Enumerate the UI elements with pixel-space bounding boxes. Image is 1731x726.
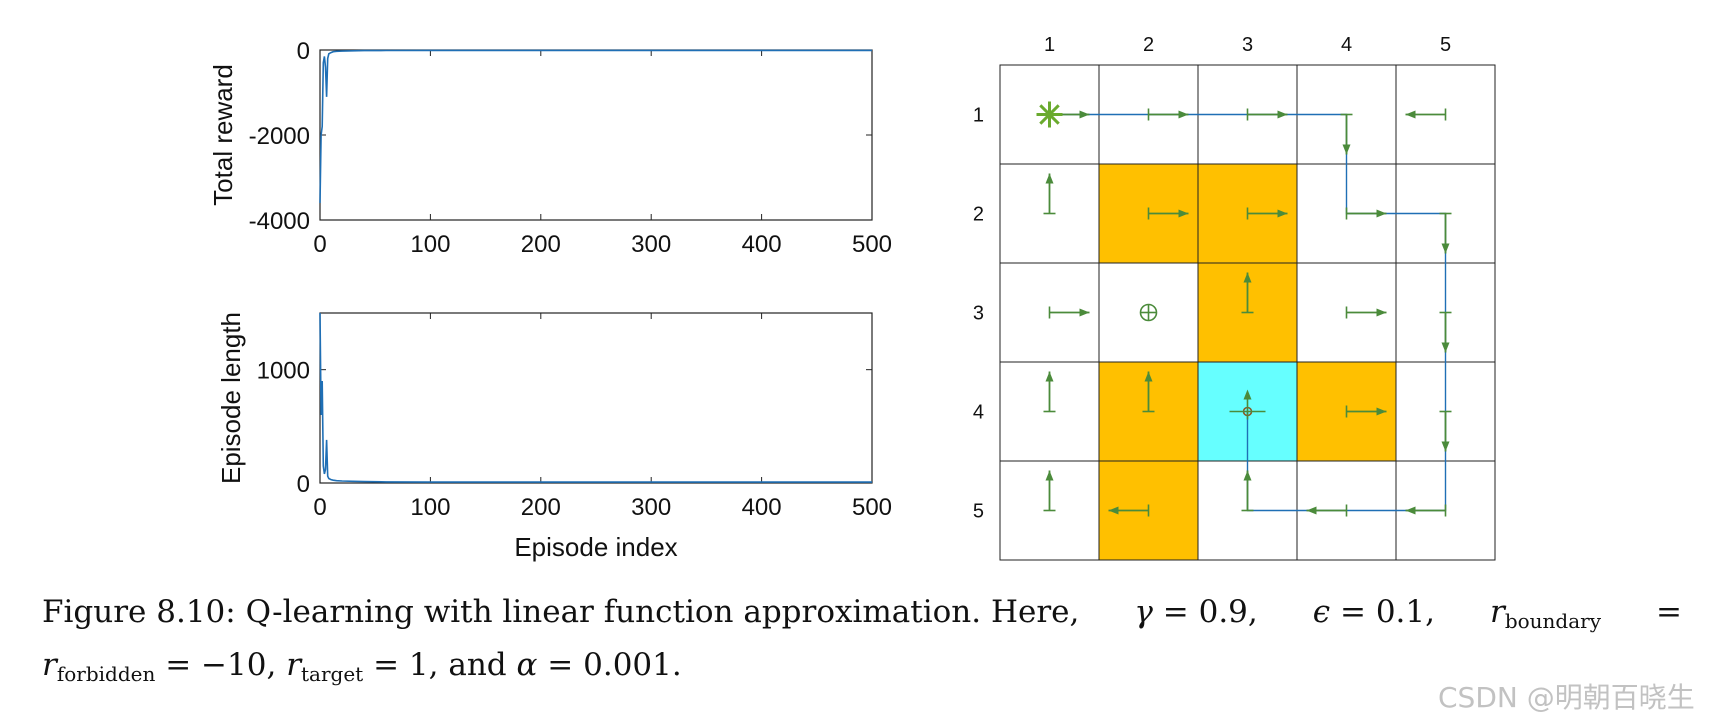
y-axis-label: Episode length bbox=[216, 312, 246, 484]
x-tick-label: 0 bbox=[313, 231, 326, 258]
policy-arrow-up bbox=[1142, 371, 1155, 413]
caption-target-subscript: target bbox=[301, 662, 364, 686]
caption-forbidden-subscript: forbidden bbox=[56, 662, 156, 686]
caption-gamma-value: = 0.9, bbox=[1162, 594, 1258, 630]
y-axis-label: Total reward bbox=[208, 64, 238, 206]
policy-arrow-right bbox=[1147, 207, 1189, 220]
start-marker-icon bbox=[1036, 101, 1063, 128]
policy-arrow-right bbox=[1246, 207, 1288, 220]
grid-column-label: 2 bbox=[1143, 34, 1154, 56]
watermark: CSDN @明朝百晓生 bbox=[1438, 681, 1695, 714]
grid-column-label: 4 bbox=[1341, 34, 1352, 56]
grid-row-label: 2 bbox=[973, 204, 984, 226]
x-tick-label: 100 bbox=[410, 231, 450, 258]
policy-arrow-left bbox=[1108, 504, 1150, 517]
grid-world: 1 2 3 4 5 1 2 3 4 5 bbox=[973, 34, 1496, 561]
policy-arrow-down bbox=[1340, 113, 1353, 155]
caption-gamma-symbol: γ bbox=[1134, 594, 1153, 630]
policy-arrow-right bbox=[1345, 306, 1387, 319]
policy-arrow-down bbox=[1439, 212, 1452, 254]
grid-column-label: 3 bbox=[1242, 34, 1253, 56]
episode-length-chart: 0 1000 0 100 200 300 400 500 Episode length Ep… bbox=[216, 312, 892, 562]
y-tick-label: 0 bbox=[297, 38, 310, 65]
y-tick-label: 0 bbox=[297, 471, 310, 498]
x-tick-label: 400 bbox=[742, 231, 782, 258]
policy-arrow-up bbox=[1043, 371, 1056, 413]
x-tick-label: 100 bbox=[410, 494, 450, 521]
caption-alpha-symbol: α bbox=[516, 647, 538, 683]
policy-arrow-down bbox=[1439, 311, 1452, 353]
policy-arrow-right bbox=[1147, 108, 1189, 121]
policy-arrow-right bbox=[1048, 306, 1090, 319]
caption-forbidden-value: = −10, bbox=[165, 647, 277, 683]
policy-arrow-up bbox=[1241, 272, 1254, 314]
caption-target-value: = 1, and bbox=[373, 647, 507, 683]
grid-row-label: 4 bbox=[973, 402, 984, 424]
x-tick-label: 300 bbox=[631, 494, 671, 521]
policy-arrow-stay bbox=[1229, 389, 1266, 420]
caption-epsilon-value: = 0.1, bbox=[1340, 594, 1435, 630]
series-line bbox=[319, 49, 872, 204]
policy-arrow-up bbox=[1043, 173, 1056, 215]
caption-boundary-subscript: boundary bbox=[1504, 609, 1602, 633]
x-axis-label: Episode index bbox=[514, 532, 677, 562]
caption-r-boundary-symbol: r bbox=[1489, 594, 1505, 630]
total-reward-chart: 0 -2000 -4000 0 100 200 300 400 500 Total rewar… bbox=[208, 38, 892, 258]
caption-prefix: Figure 8.10: Q-learning with linear func… bbox=[42, 594, 1080, 630]
caption-alpha-value: = 0.001. bbox=[547, 647, 682, 683]
x-tick-label: 500 bbox=[852, 494, 892, 521]
grid-column-label: 1 bbox=[1044, 34, 1055, 56]
plot-frame bbox=[319, 49, 873, 221]
grid-row-label: 5 bbox=[973, 501, 984, 523]
y-tick-label: -2000 bbox=[249, 123, 310, 150]
grid-row-label: 1 bbox=[973, 105, 984, 127]
policy-arrow-right bbox=[1345, 405, 1387, 418]
x-tick-label: 0 bbox=[313, 494, 326, 521]
caption-epsilon-symbol: ϵ bbox=[1312, 594, 1331, 630]
policy-arrow-up bbox=[1241, 470, 1254, 512]
figure-canvas: 0-2000-4000 0 100 200 300 400 500 Total rewar… bbox=[208, 34, 1496, 562]
x-tick-label: 200 bbox=[521, 494, 561, 521]
policy-arrow-left bbox=[1405, 108, 1447, 121]
caption-r-target-symbol: r bbox=[286, 647, 302, 683]
x-tick-label: 400 bbox=[742, 494, 782, 521]
x-tick-label: 300 bbox=[631, 231, 671, 258]
policy-arrow-up bbox=[1043, 470, 1056, 512]
policy-arrow-left bbox=[1306, 504, 1348, 517]
grid-column-label: 5 bbox=[1440, 34, 1451, 56]
series-line bbox=[319, 312, 872, 483]
figure-caption: Figure 8.10: Q-learning with linear func… bbox=[42, 590, 1682, 696]
plot-frame bbox=[319, 312, 873, 484]
policy-arrow-right bbox=[1345, 207, 1387, 220]
policy-arrow-left bbox=[1405, 504, 1447, 517]
y-tick-label: 1000 bbox=[257, 358, 310, 385]
policy-arrow-circle bbox=[1139, 303, 1158, 322]
x-tick-label: 500 bbox=[852, 231, 892, 258]
caption-equals: = bbox=[1656, 594, 1682, 630]
policy-arrow-right bbox=[1246, 108, 1288, 121]
x-tick-label: 200 bbox=[521, 231, 561, 258]
policy-arrow-down bbox=[1439, 410, 1452, 452]
grid-row-label: 3 bbox=[973, 303, 984, 325]
y-tick-label: -4000 bbox=[249, 208, 310, 235]
caption-r-forbidden-symbol: r bbox=[42, 647, 57, 683]
